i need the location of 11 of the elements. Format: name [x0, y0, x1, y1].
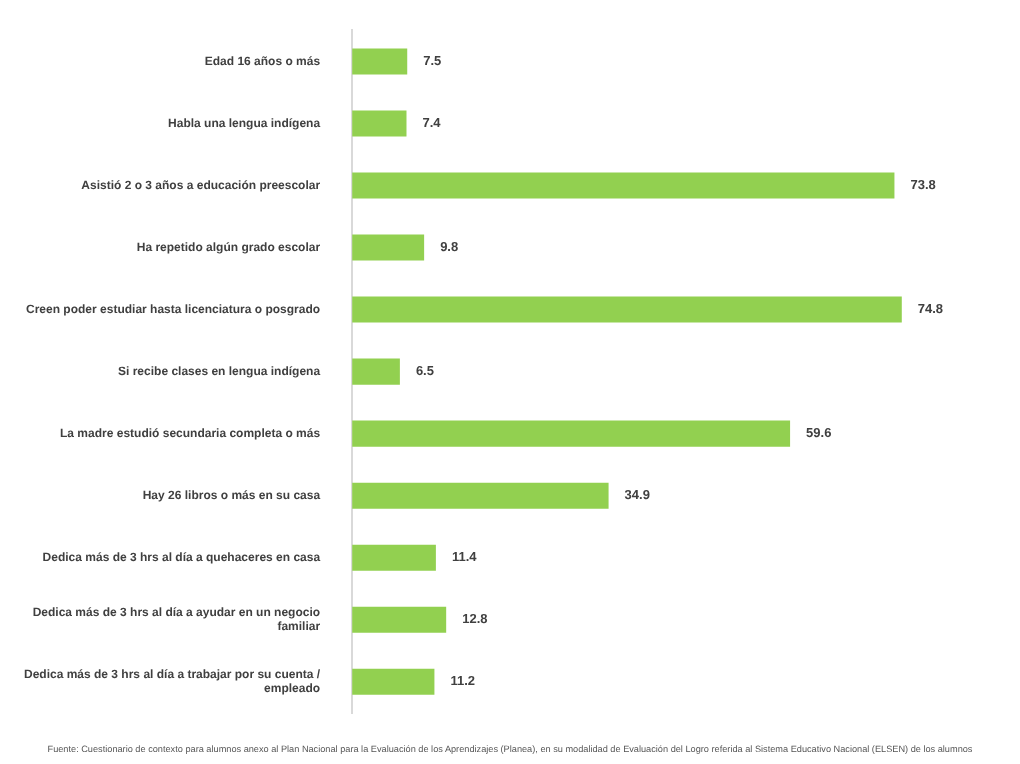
bar: [352, 48, 408, 75]
bar: [352, 606, 447, 633]
bar: [352, 544, 436, 571]
bar: [352, 668, 435, 695]
bar: [352, 420, 791, 447]
bar: [352, 482, 609, 509]
bar: [352, 234, 425, 261]
bar: [352, 358, 400, 385]
bar: [352, 172, 895, 199]
bar: [352, 110, 407, 137]
bar: [352, 296, 902, 323]
